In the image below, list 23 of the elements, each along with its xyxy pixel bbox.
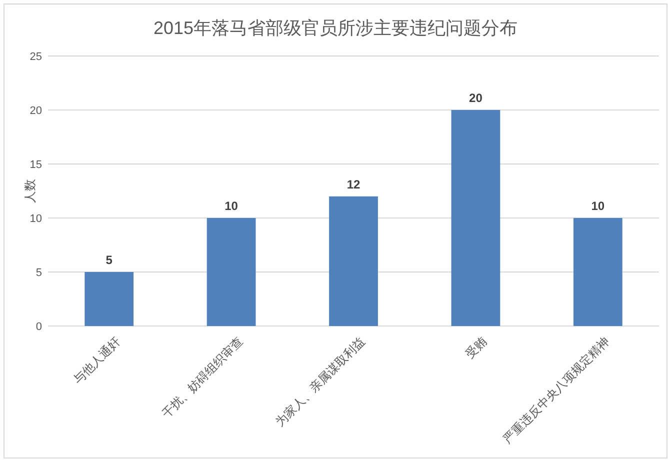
x-tick-label: 严重违反中央八项规定精神: [500, 334, 612, 446]
data-label: 12: [346, 177, 360, 192]
y-tick-label: 15: [30, 158, 42, 171]
bar: [84, 272, 134, 326]
y-tick-label: 0: [36, 320, 42, 333]
data-label: 10: [224, 199, 238, 213]
x-tick-label: 与他人通奸: [70, 334, 124, 386]
data-label: 10: [591, 199, 605, 213]
data-label: 5: [106, 253, 113, 267]
bar: [451, 110, 500, 326]
bar: [329, 196, 378, 326]
y-tick-label: 10: [30, 212, 42, 225]
chart-title: 2015年落马省部级官员所涉主要违纪问题分布: [153, 18, 518, 38]
bar: [573, 218, 622, 326]
x-tick-label: 为家人、亲属谋取利益: [272, 334, 368, 429]
y-tick-label: 25: [30, 50, 42, 63]
x-tick-label: 受贿: [462, 334, 490, 362]
data-label: 20: [469, 91, 483, 105]
y-axis-title: 人数: [23, 179, 37, 203]
y-tick-label: 20: [30, 104, 42, 117]
x-tick-label: 干扰、妨碍组织审查: [159, 334, 246, 420]
y-tick-label: 5: [36, 266, 42, 279]
bar: [206, 218, 256, 326]
